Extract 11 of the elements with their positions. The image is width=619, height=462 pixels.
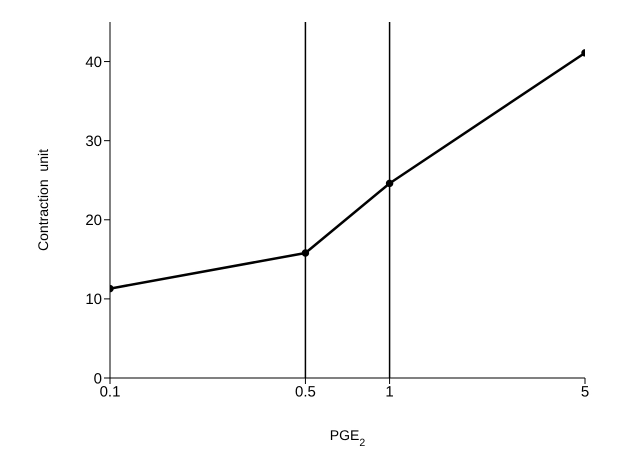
y-tick-label: 20 <box>85 212 102 230</box>
x-tick-label: 0.5 <box>294 384 316 401</box>
x-tick-label: 0.1 <box>100 384 120 401</box>
x-axis-title: PGE$_{2}$ <box>330 427 366 449</box>
y-tick-label: 10 <box>85 291 102 308</box>
x-tick-label: 1 <box>385 384 394 401</box>
y-tick-label: 40 <box>85 54 102 71</box>
y-tick-label: 0 <box>94 370 102 388</box>
y-tick-label: 30 <box>85 132 102 150</box>
x-tick-label: 5 <box>580 384 590 401</box>
y-axis-title: Contraction unit <box>35 148 51 251</box>
